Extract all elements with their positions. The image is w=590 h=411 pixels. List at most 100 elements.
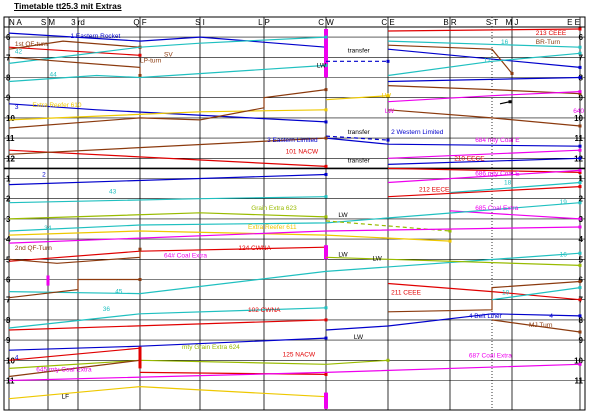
train-label: 18 [504, 180, 512, 187]
train-line [8, 56, 141, 76]
train-label: 212 EECE [419, 187, 450, 194]
hour-label-left: 10 [6, 114, 15, 123]
train-line [491, 319, 581, 333]
train-line [8, 249, 141, 264]
train-line [8, 89, 327, 129]
train-marker [578, 27, 582, 31]
train-marker [386, 138, 390, 142]
train-marker [578, 217, 582, 221]
hour-label-right: 8 [579, 316, 584, 325]
train-line [387, 85, 581, 95]
train-marker [578, 45, 582, 49]
hour-label-left: 2 [6, 195, 11, 204]
train-line [8, 64, 327, 83]
train-marker [386, 59, 390, 63]
train-marker [324, 372, 328, 376]
hour-label-left: 6 [6, 33, 11, 42]
station-label: S T [486, 18, 498, 27]
hour-label-right: 6 [579, 33, 584, 42]
train-line [8, 337, 327, 351]
train-label: 686 mty Coal E [475, 170, 520, 177]
train-line [387, 186, 581, 198]
train-line [387, 280, 581, 313]
train-marker [324, 172, 328, 176]
train-marker [578, 263, 582, 267]
train-line [325, 313, 581, 331]
train-label: 2nd QF-Turn [15, 245, 52, 252]
train-line [8, 252, 581, 295]
train-label: transfer [348, 157, 371, 164]
train-line [139, 371, 327, 375]
hour-label-right: 7 [579, 53, 584, 62]
train-marker [578, 330, 582, 334]
train-label: Grain Extra 623 [251, 205, 297, 212]
train-label: 684 mty Coal E [475, 137, 520, 144]
train-marker [324, 120, 328, 124]
station-label: S I [195, 18, 205, 27]
train-label: 3 [15, 104, 19, 111]
station-label: E E [567, 18, 580, 27]
station-label: 3 rd [71, 18, 85, 27]
hour-label-right: 10 [574, 356, 583, 365]
train-line [8, 137, 327, 155]
hour-label-right: 6 [579, 276, 584, 285]
hour-label-right: 4 [579, 235, 584, 244]
hour-label-left: 6 [6, 276, 11, 285]
train-label: LF [62, 394, 70, 401]
hour-label-right: 9 [579, 336, 584, 345]
hour-label-right: 9 [579, 94, 584, 103]
train-label: 640 [573, 108, 584, 115]
train-line [8, 230, 451, 242]
hour-label-left: 9 [6, 94, 11, 103]
train-label: LP-turn [140, 57, 162, 64]
train-label: 4 [549, 313, 553, 320]
hour-label-left: 8 [6, 316, 11, 325]
train-marker [324, 306, 328, 310]
train-line [8, 359, 141, 378]
train-line [387, 157, 581, 165]
train-label: 17 [484, 57, 492, 64]
train-marker [578, 298, 582, 302]
train-label: 1 Eastern Rocket [71, 33, 121, 40]
train-line [8, 226, 581, 244]
train-line [8, 202, 581, 232]
station-label: Q F [133, 18, 146, 27]
train-marker [448, 239, 452, 243]
train-label: 211 CEEE [391, 290, 422, 297]
station-labels: N A S M 3 rd Q F S I L P C W C E B R S T M J E E [9, 18, 580, 27]
train-line [8, 40, 141, 50]
train-marker [578, 201, 582, 205]
train-label: 36 [103, 306, 111, 313]
train-line [8, 363, 581, 382]
train-marker [324, 195, 328, 199]
train-marker [138, 247, 142, 251]
train-label: 19 [560, 199, 568, 206]
train-label: 43 [109, 189, 117, 196]
train-line [8, 196, 327, 204]
train-label: LW [317, 62, 327, 69]
train-marker [386, 94, 390, 98]
train-line [8, 359, 389, 369]
train-label: 64# Coal Extra [164, 252, 207, 259]
hour-label-right: 1 [579, 175, 584, 184]
station-label: S M [41, 18, 56, 27]
train-label: 1st QF-turn [15, 41, 48, 48]
train-label: 124 CWNA [238, 245, 271, 252]
train-marker [578, 181, 582, 185]
train-label: 687 Coal Extra [469, 352, 512, 359]
hour-label-left: 7 [6, 296, 11, 305]
train-marker [138, 53, 142, 57]
train-label: LW [338, 251, 348, 258]
train-marker [324, 318, 328, 322]
train-label: BR-Turn [536, 39, 561, 46]
train-marker [578, 124, 582, 128]
train-marker [386, 358, 390, 362]
hour-label-right: 11 [575, 377, 584, 386]
train-marker [578, 168, 582, 172]
train-line [8, 103, 327, 123]
train-marker [138, 73, 142, 77]
train-label: Extra Reefer 611 [248, 224, 297, 231]
train-line [387, 91, 581, 103]
hour-label-left: 1 [6, 175, 11, 184]
